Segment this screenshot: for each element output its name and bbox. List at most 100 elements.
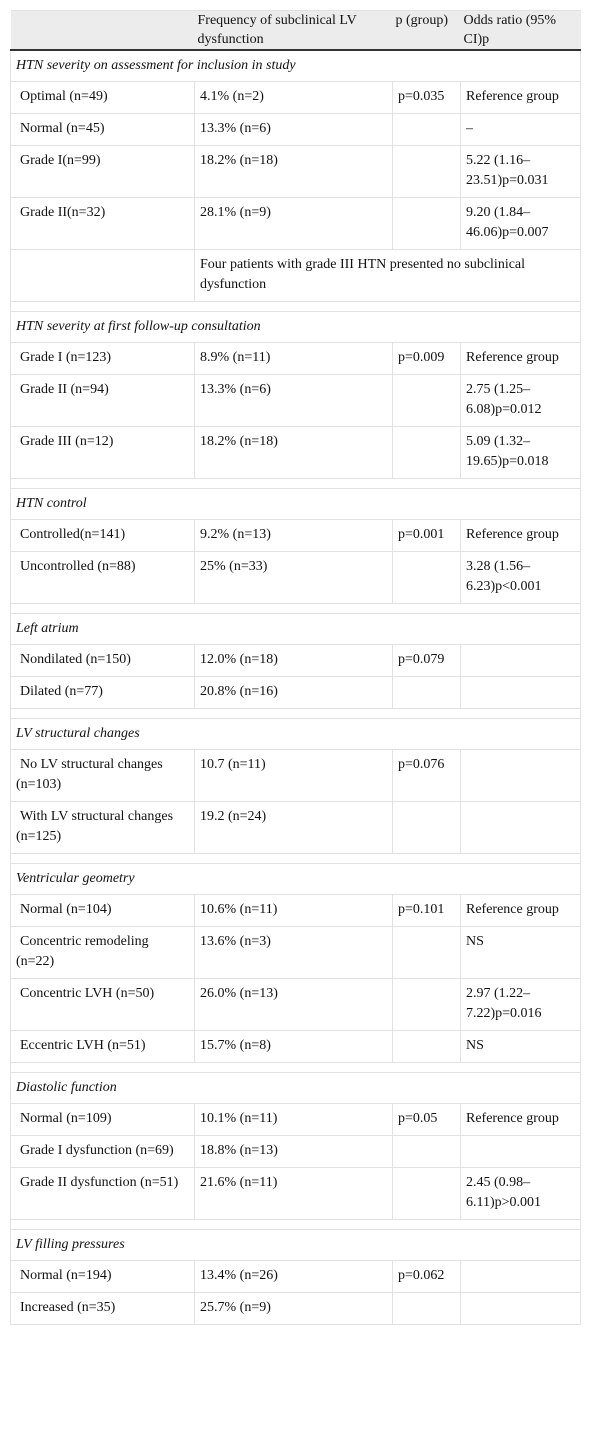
spacer-cell: [10, 478, 581, 489]
section-row: Ventricular geometry: [10, 863, 581, 895]
data-row: Grade II dysfunction (n=51) 21.6% (n=11) 2…: [10, 1167, 581, 1220]
data-row: Concentric LVH (n=50) 26.0% (n=13) 2.97 (1…: [10, 978, 581, 1031]
data-row: Eccentric LVH (n=51) 15.7% (n=8) NS: [10, 1030, 581, 1063]
cell: 9.2% (n=13): [194, 519, 393, 552]
cell: Grade I dysfunction (n=69): [10, 1135, 195, 1168]
spacer-cell: [10, 853, 581, 864]
spacer: [10, 708, 581, 719]
section-row: HTN severity on assessment for inclusion…: [10, 49, 581, 82]
cell: Reference group: [460, 1103, 581, 1136]
cell: [460, 1260, 581, 1293]
spacer-cell: [10, 301, 581, 312]
spacer-cell: [10, 1219, 581, 1230]
cell: [460, 1135, 581, 1168]
cell: 18.2% (n=18): [194, 145, 393, 198]
header-cell: Frequency of subclinical LV dysfunction: [194, 10, 393, 51]
note: Four patients with grade III HTN present…: [194, 249, 581, 302]
cell: p=0.101: [392, 894, 461, 927]
cell: –: [460, 113, 581, 146]
cell: Normal (n=45): [10, 113, 195, 146]
section-row: LV structural changes: [10, 718, 581, 750]
cell: Grade I (n=123): [10, 342, 195, 375]
cell: Reference group: [460, 519, 581, 552]
header-cell: Odds ratio (95% CI)p: [460, 10, 581, 51]
cell: p=0.001: [392, 519, 461, 552]
cell: [392, 978, 461, 1031]
cell: p=0.062: [392, 1260, 461, 1293]
data-row: Grade II(n=32) 28.1% (n=9) 9.20 (1.84–46.0…: [10, 197, 581, 250]
data-row: Controlled(n=141) 9.2% (n=13) p=0.001 Refer…: [10, 519, 581, 552]
cell: Normal (n=104): [10, 894, 195, 927]
cell: 10.6% (n=11): [194, 894, 393, 927]
cell: Grade I(n=99): [10, 145, 195, 198]
cell: 13.3% (n=6): [194, 113, 393, 146]
cell: Grade III (n=12): [10, 426, 195, 479]
cell: [392, 1292, 461, 1325]
cell: [392, 1135, 461, 1168]
cell: 3.28 (1.56–6.23)p<0.001: [460, 551, 581, 604]
note-row: Four patients with grade III HTN present…: [10, 249, 581, 302]
spacer: [10, 1062, 581, 1073]
header-row: Frequency of subclinical LV dysfunction …: [10, 10, 581, 51]
data-row: Concentric remodeling (n=22) 13.6% (n=3) N…: [10, 926, 581, 979]
cell: 2.45 (0.98–6.11)p>0.001: [460, 1167, 581, 1220]
cell: 12.0% (n=18): [194, 644, 393, 677]
cell: Nondilated (n=150): [10, 644, 195, 677]
cell: 28.1% (n=9): [194, 197, 393, 250]
cell: 18.8% (n=13): [194, 1135, 393, 1168]
cell: 9.20 (1.84–46.06)p=0.007: [460, 197, 581, 250]
cell: 2.75 (1.25–6.08)p=0.012: [460, 374, 581, 427]
cell: p=0.009: [392, 342, 461, 375]
cell: p=0.076: [392, 749, 461, 802]
data-row: Optimal (n=49) 4.1% (n=2) p=0.035 Reference…: [10, 81, 581, 114]
spacer-cell: [10, 708, 581, 719]
header-cell: [10, 10, 195, 51]
section-title: LV structural changes: [10, 718, 581, 750]
header-cell: p (group): [392, 10, 461, 51]
data-row: Normal (n=194) 13.4% (n=26) p=0.062: [10, 1260, 581, 1293]
section-title: HTN control: [10, 488, 581, 520]
cell: 20.8% (n=16): [194, 676, 393, 709]
cell: No LV structural changes (n=103): [10, 749, 195, 802]
cell: Grade II dysfunction (n=51): [10, 1167, 195, 1220]
data-row: Grade II (n=94) 13.3% (n=6) 2.75 (1.25–6.0…: [10, 374, 581, 427]
section-row: HTN control: [10, 488, 581, 520]
cell: 10.1% (n=11): [194, 1103, 393, 1136]
spacer: [10, 301, 581, 312]
cell: Grade II (n=94): [10, 374, 195, 427]
cell: [460, 1292, 581, 1325]
cell: Reference group: [460, 81, 581, 114]
cell: 19.2 (n=24): [194, 801, 393, 854]
cell: NS: [460, 926, 581, 979]
cell: 25% (n=33): [194, 551, 393, 604]
cell: [460, 801, 581, 854]
cell: Grade II(n=32): [10, 197, 195, 250]
cell: [460, 749, 581, 802]
section-row: Diastolic function: [10, 1072, 581, 1104]
cell: [460, 676, 581, 709]
spacer-cell: [10, 1062, 581, 1073]
cell: p=0.079: [392, 644, 461, 677]
cell: [460, 644, 581, 677]
data-row: Grade I dysfunction (n=69) 18.8% (n=13): [10, 1135, 581, 1168]
cell: 5.22 (1.16–23.51)p=0.031: [460, 145, 581, 198]
cell: 8.9% (n=11): [194, 342, 393, 375]
cell: Concentric LVH (n=50): [10, 978, 195, 1031]
data-row: Grade I (n=123) 8.9% (n=11) p=0.009 Referen…: [10, 342, 581, 375]
section-row: HTN severity at first follow-up consulta…: [10, 311, 581, 343]
data-row: Grade I(n=99) 18.2% (n=18) 5.22 (1.16–23.5…: [10, 145, 581, 198]
data-row: With LV structural changes (n=125) 19.2 (…: [10, 801, 581, 854]
spacer: [10, 1219, 581, 1230]
cell: [392, 926, 461, 979]
cell: [392, 1167, 461, 1220]
cell: Optimal (n=49): [10, 81, 195, 114]
cell: [392, 551, 461, 604]
cell: Dilated (n=77): [10, 676, 195, 709]
spacer: [10, 478, 581, 489]
spacer: [10, 853, 581, 864]
cell: 4.1% (n=2): [194, 81, 393, 114]
data-row: Nondilated (n=150) 12.0% (n=18) p=0.079: [10, 644, 581, 677]
cell: 15.7% (n=8): [194, 1030, 393, 1063]
cell: [392, 145, 461, 198]
